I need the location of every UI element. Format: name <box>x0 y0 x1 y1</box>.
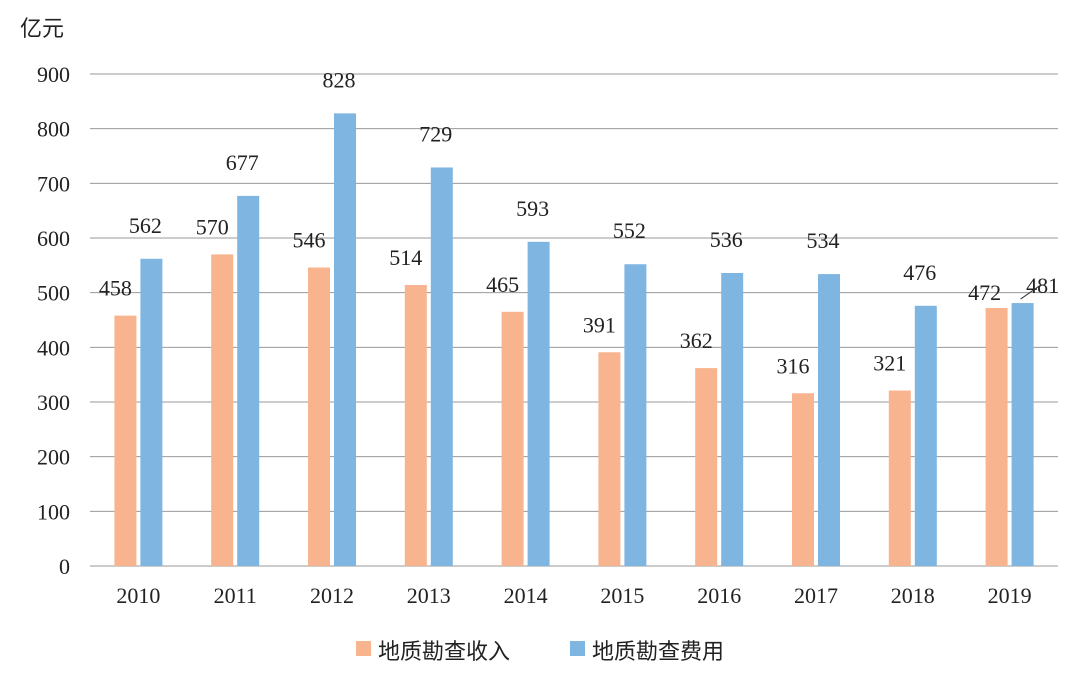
data-label-expense-2010: 562 <box>129 213 162 238</box>
y-tick-label-200: 200 <box>37 445 70 470</box>
y-tick-label-900: 900 <box>37 62 70 87</box>
data-label-income-2010: 458 <box>99 276 132 301</box>
legend-swatch-expense <box>570 641 585 656</box>
data-label-income-2019: 472 <box>968 280 1001 305</box>
bar-expense-2013 <box>430 167 453 567</box>
data-label-expense-2012: 828 <box>323 67 356 92</box>
bar-expense-2010 <box>140 258 163 566</box>
bar-income-2012 <box>308 267 330 566</box>
x-tick-label-2012: 2012 <box>310 583 354 608</box>
data-label-income-2013: 514 <box>389 245 422 270</box>
x-axis-tick-labels: 2010 2011 2012 2013 2014 2015 2016 2017 2018 2019 <box>116 583 1031 608</box>
y-tick-label-500: 500 <box>37 281 70 306</box>
bar-income-2013 <box>404 285 427 566</box>
grid-lines <box>90 73 1058 567</box>
data-label-income-2015: 391 <box>583 312 616 337</box>
bar-expense-2011 <box>237 195 260 566</box>
bar-income-2017 <box>792 393 814 566</box>
data-label-expense-2019: 481 <box>1026 273 1059 298</box>
x-tick-label-2016: 2016 <box>697 583 741 608</box>
data-labels: 458 562 570 677 546 828 514 729 465 593 391 552 362 5… <box>99 67 1059 378</box>
legend-label-income: 地质勘查收入 <box>378 640 510 665</box>
data-label-income-2012: 546 <box>293 228 326 253</box>
data-label-expense-2014: 593 <box>516 196 549 221</box>
data-label-expense-2015: 552 <box>613 218 646 243</box>
bar-expense-2015 <box>624 264 647 566</box>
leader-line-expense-2019 <box>1020 284 1041 300</box>
data-label-expense-2011: 677 <box>226 150 259 175</box>
x-tick-label-2015: 2015 <box>600 583 644 608</box>
bars <box>114 113 1034 567</box>
bar-income-2019 <box>985 307 1008 566</box>
x-tick-label-2011: 2011 <box>214 583 257 608</box>
y-tick-label-700: 700 <box>37 171 70 196</box>
y-tick-label-600: 600 <box>37 226 70 251</box>
data-label-income-2018: 321 <box>873 351 906 376</box>
x-tick-label-2014: 2014 <box>504 583 548 608</box>
x-tick-label-2013: 2013 <box>407 583 451 608</box>
y-tick-label-400: 400 <box>37 335 70 360</box>
legend-swatch-income <box>356 641 371 656</box>
x-tick-label-2017: 2017 <box>794 583 838 608</box>
bar-expense-2017 <box>818 274 840 566</box>
y-axis-tick-labels: 0 100 200 300 400 500 600 700 800 900 <box>37 62 70 579</box>
y-axis-unit-label: 亿元 <box>20 17 64 42</box>
y-tick-label-300: 300 <box>37 390 70 415</box>
data-label-income-2017: 316 <box>777 353 810 378</box>
legend: 地质勘查收入 地质勘查费用 <box>356 640 724 665</box>
bar-income-2018 <box>888 390 911 566</box>
bar-expense-2016 <box>721 272 744 566</box>
x-tick-label-2019: 2019 <box>988 583 1032 608</box>
bar-expense-2019 <box>1011 303 1034 566</box>
data-label-expense-2016: 536 <box>710 227 743 252</box>
y-tick-label-0: 0 <box>59 554 70 579</box>
data-label-income-2011: 570 <box>196 214 229 239</box>
bar-expense-2014 <box>527 241 550 566</box>
bar-income-2014 <box>501 311 524 566</box>
bar-income-2016 <box>695 368 718 566</box>
bar-income-2011 <box>211 254 234 566</box>
data-label-expense-2018: 476 <box>903 260 936 285</box>
bar-expense-2012 <box>334 113 356 567</box>
data-label-expense-2013: 729 <box>419 121 452 146</box>
data-label-income-2014: 465 <box>486 272 519 297</box>
x-tick-label-2018: 2018 <box>891 583 935 608</box>
data-label-expense-2017: 534 <box>807 228 840 253</box>
legend-label-expense: 地质勘查费用 <box>592 640 724 665</box>
y-tick-label-800: 800 <box>37 117 70 142</box>
bar-income-2010 <box>114 315 137 566</box>
data-label-income-2016: 362 <box>680 328 713 353</box>
y-tick-label-100: 100 <box>37 499 70 524</box>
bar-expense-2018 <box>914 305 937 566</box>
bar-income-2015 <box>598 352 621 566</box>
x-tick-label-2010: 2010 <box>116 583 160 608</box>
